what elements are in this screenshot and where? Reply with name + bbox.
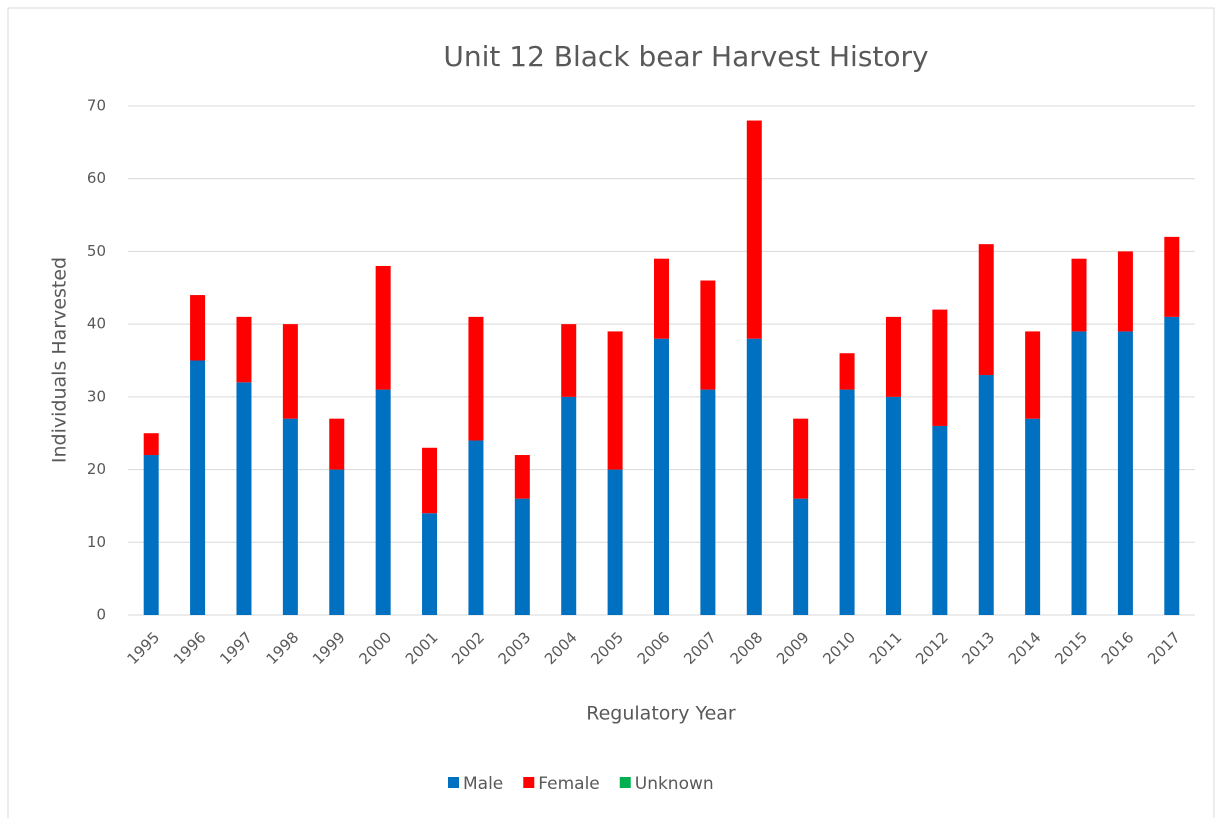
- bar-segment: [468, 316, 484, 441]
- bar-segment: [885, 396, 901, 615]
- x-tick-label: 1997: [216, 628, 256, 668]
- legend-label: Female: [538, 774, 599, 794]
- bar-segment: [143, 433, 159, 456]
- y-tick-label: 20: [87, 460, 106, 478]
- bar-segment: [793, 418, 809, 499]
- legend-swatch: [619, 777, 631, 788]
- legend-label: Male: [463, 774, 503, 794]
- x-tick-label: 2008: [727, 628, 767, 668]
- bar-segment: [746, 120, 762, 339]
- x-tick-label: 2011: [866, 628, 906, 668]
- bar-segment: [1164, 316, 1180, 615]
- bar-segment: [1025, 331, 1041, 419]
- y-tick-label: 40: [87, 315, 106, 333]
- bar-segment: [1071, 331, 1087, 615]
- y-tick-label: 0: [96, 606, 106, 624]
- bar-segment: [375, 265, 391, 390]
- bar-segment: [607, 469, 623, 615]
- x-tick-label: 2005: [587, 628, 627, 668]
- bar-segment: [561, 396, 577, 615]
- x-tick-label: 2016: [1098, 628, 1138, 668]
- bar-segment: [885, 316, 901, 397]
- bar-segment: [746, 338, 762, 615]
- bar-segment: [236, 382, 252, 615]
- x-tick-label: 2015: [1051, 628, 1091, 668]
- bar-segment: [514, 455, 530, 499]
- legend-swatch: [523, 777, 535, 788]
- bar-segment: [607, 331, 623, 470]
- bar-segment: [514, 498, 530, 615]
- bar-segment: [282, 418, 298, 615]
- x-tick-label: 1995: [123, 628, 163, 668]
- bar-segment: [468, 440, 484, 615]
- x-tick-label: 1998: [263, 628, 303, 668]
- x-tick-label: 2014: [1005, 628, 1045, 668]
- bar-segment: [1071, 258, 1087, 332]
- bar-segment: [329, 469, 345, 615]
- x-tick-label: 2001: [402, 628, 442, 668]
- bar-segment: [143, 455, 159, 615]
- bar-segment: [422, 447, 438, 514]
- bar-segment: [1117, 331, 1133, 615]
- x-tick-label: 2006: [634, 628, 674, 668]
- legend-swatch: [448, 777, 459, 788]
- x-tick-label: 2000: [355, 628, 395, 668]
- bar-segment: [839, 389, 855, 615]
- x-axis-label: Regulatory Year: [586, 703, 736, 725]
- x-tick-label: 2002: [448, 628, 488, 668]
- bar-segment: [1117, 251, 1133, 332]
- bar-segment: [190, 360, 206, 615]
- x-tick-label: 2010: [819, 628, 859, 668]
- legend-label: Unknown: [635, 774, 714, 794]
- bar-segment: [978, 375, 994, 615]
- x-tick-label: 1996: [170, 628, 210, 668]
- bar-segment: [932, 425, 948, 615]
- x-tick-label: 2004: [541, 628, 581, 668]
- bar-segment: [700, 280, 716, 390]
- chart-title: Unit 12 Black bear Harvest History: [443, 40, 928, 73]
- x-tick-label: 2003: [495, 628, 535, 668]
- bar-segment: [839, 353, 855, 390]
- y-tick-label: 30: [87, 387, 106, 405]
- y-tick-label: 50: [87, 242, 106, 260]
- bar-segment: [329, 418, 345, 470]
- y-tick-label: 10: [87, 533, 106, 551]
- bar-segment: [190, 295, 206, 361]
- x-tick-label: 2012: [912, 628, 952, 668]
- bar-segment: [793, 498, 809, 615]
- x-tick-label: 2013: [959, 628, 999, 668]
- bar-segment: [932, 309, 948, 426]
- x-tick-label: 2009: [773, 628, 813, 668]
- x-tick-label: 2007: [680, 628, 720, 668]
- y-tick-label: 60: [87, 169, 106, 187]
- bar-segment: [654, 258, 669, 339]
- x-tick-label: 2017: [1144, 628, 1184, 668]
- bar-segment: [236, 316, 252, 383]
- bar-segment: [978, 244, 994, 376]
- bar-segment: [654, 338, 669, 615]
- x-tick-label: 1999: [309, 628, 349, 668]
- y-axis-label: Individuals Harvested: [49, 257, 71, 463]
- bar-segment: [1025, 418, 1041, 615]
- bar-segment: [1164, 236, 1180, 317]
- bar-segment: [700, 389, 716, 615]
- bar-segment: [422, 513, 438, 615]
- chart-frame: [7, 7, 1215, 818]
- bar-segment: [282, 324, 298, 419]
- bar-segment: [561, 324, 577, 397]
- bar-segment: [375, 389, 391, 615]
- y-tick-label: 70: [87, 97, 106, 115]
